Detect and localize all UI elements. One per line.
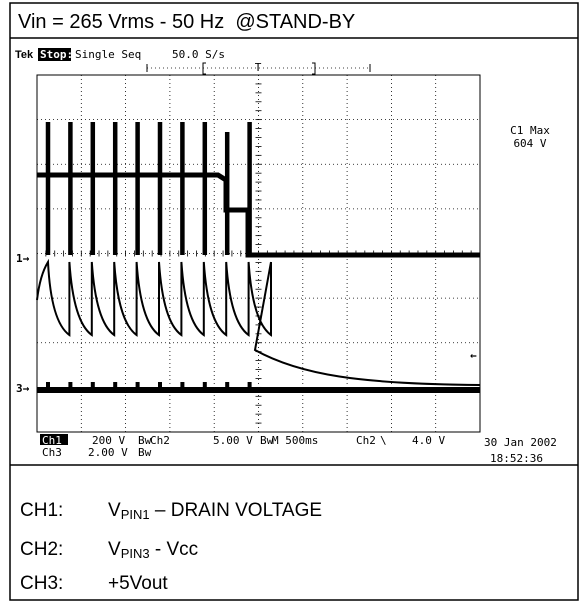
legend-symbol: V [108,539,121,560]
ch3-bump [225,382,229,390]
legend-channel: CH3: [20,573,63,594]
setting: Bw [138,446,152,459]
ch3-marker: 3→ [16,382,30,395]
rate: 50.0 S/s [172,48,225,61]
setting: Ch2 [356,434,376,447]
legend-subscript: PIN1 [121,507,150,522]
legend-text: +5Vout [108,573,168,594]
ch3-bump [180,382,184,390]
ch3-bump [113,382,117,390]
title: Vin = 265 Vrms - 50 Hz @STAND-BY [18,11,355,33]
ch1-marker: 1→ [16,252,30,265]
ch3-bump [68,382,72,390]
state: Stop: [40,48,73,61]
trigger-mark: T [255,61,262,74]
legend-description: +5Vout [108,573,168,594]
setting: M 500ms [272,434,318,447]
legend-description: - Vcc [150,539,199,560]
ch3-bump [91,382,95,390]
waveforms [37,122,480,390]
ch3-bump [136,382,140,390]
legend-symbol: V [108,500,121,521]
ch3-bump [158,382,162,390]
setting: Ch2 [150,434,170,447]
setting: 2.00 V [88,446,128,459]
ch3-bump [248,382,252,390]
measurement-label: C1 Max [510,124,550,137]
page: {"title": "Vin = 265 Vrms - 50 Hz @STAND… [0,0,586,603]
setting: \ [380,434,387,447]
legend-channel: CH2: [20,539,63,560]
measurement-value: 604 V [513,137,546,150]
setting: Ch3 [42,446,62,459]
legend-subscript: PIN3 [121,546,150,561]
legend-text: VPIN1 – DRAIN VOLTAGE [108,500,322,522]
brand: Tek [15,49,34,61]
ch3-bump [203,382,207,390]
ch3-bump [46,382,50,390]
mode: Single Seq [75,48,141,61]
setting: 5.00 V [213,434,253,447]
trigger-level-marker: ← [470,349,477,362]
date: 30 Jan 2002 [484,436,557,449]
legend-channel: CH1: [20,500,63,521]
legend-text: VPIN3 - Vcc [108,539,198,561]
time: 18:52:36 [490,452,543,465]
setting: 4.0 V [412,434,445,447]
legend-description: – DRAIN VOLTAGE [150,500,322,521]
figure: Vin = 265 Vrms - 50 Hz @STAND-BY Tek Sto… [0,0,586,603]
